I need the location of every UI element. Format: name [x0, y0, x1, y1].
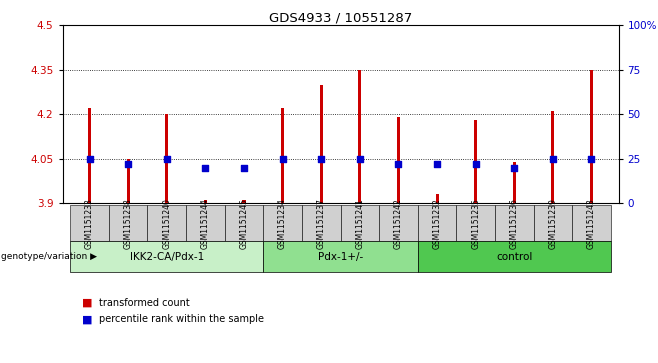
Point — [547, 156, 558, 162]
Point — [509, 165, 520, 171]
Bar — [88, 109, 91, 203]
Bar — [320, 85, 323, 203]
Point — [393, 161, 404, 167]
Bar — [126, 159, 130, 203]
Bar — [436, 194, 439, 203]
Point — [123, 161, 134, 167]
Text: Pdx-1+/-: Pdx-1+/- — [318, 252, 363, 262]
Point — [161, 156, 172, 162]
Point — [277, 156, 288, 162]
Text: GSM1151238: GSM1151238 — [124, 198, 133, 249]
Text: ■: ■ — [82, 298, 93, 308]
Point — [586, 156, 597, 162]
Text: GSM1151235: GSM1151235 — [471, 198, 480, 249]
Text: GSM1151232: GSM1151232 — [432, 198, 442, 249]
Text: GSM1151245: GSM1151245 — [240, 198, 249, 249]
Point — [84, 156, 95, 162]
Point — [432, 161, 442, 167]
Point — [316, 156, 326, 162]
Text: IKK2-CA/Pdx-1: IKK2-CA/Pdx-1 — [130, 252, 204, 262]
Text: GSM1151239: GSM1151239 — [548, 198, 557, 249]
Bar — [165, 114, 168, 203]
Point — [355, 156, 365, 162]
Text: GSM1151241: GSM1151241 — [355, 198, 365, 249]
Text: GSM1151242: GSM1151242 — [394, 198, 403, 249]
Bar — [204, 200, 207, 203]
Text: GSM1151237: GSM1151237 — [316, 198, 326, 249]
Text: GSM1151233: GSM1151233 — [85, 198, 94, 249]
Bar — [551, 111, 555, 203]
Bar — [590, 70, 593, 203]
Text: GSM1151236: GSM1151236 — [510, 198, 519, 249]
Point — [200, 165, 211, 171]
Point — [239, 165, 249, 171]
Bar — [474, 120, 477, 203]
Text: GSM1151234: GSM1151234 — [278, 198, 287, 249]
Bar — [358, 70, 361, 203]
Text: GSM1151244: GSM1151244 — [201, 198, 210, 249]
Bar — [281, 109, 284, 203]
Text: GSM1151243: GSM1151243 — [587, 198, 596, 249]
Text: transformed count: transformed count — [99, 298, 190, 308]
Text: percentile rank within the sample: percentile rank within the sample — [99, 314, 264, 325]
Text: control: control — [496, 252, 532, 262]
Bar — [397, 117, 400, 203]
Bar — [513, 162, 516, 203]
Text: ■: ■ — [82, 314, 93, 325]
Title: GDS4933 / 10551287: GDS4933 / 10551287 — [269, 11, 412, 24]
Bar — [242, 200, 245, 203]
Point — [470, 161, 481, 167]
Text: genotype/variation ▶: genotype/variation ▶ — [1, 252, 97, 261]
Text: GSM1151240: GSM1151240 — [163, 198, 171, 249]
